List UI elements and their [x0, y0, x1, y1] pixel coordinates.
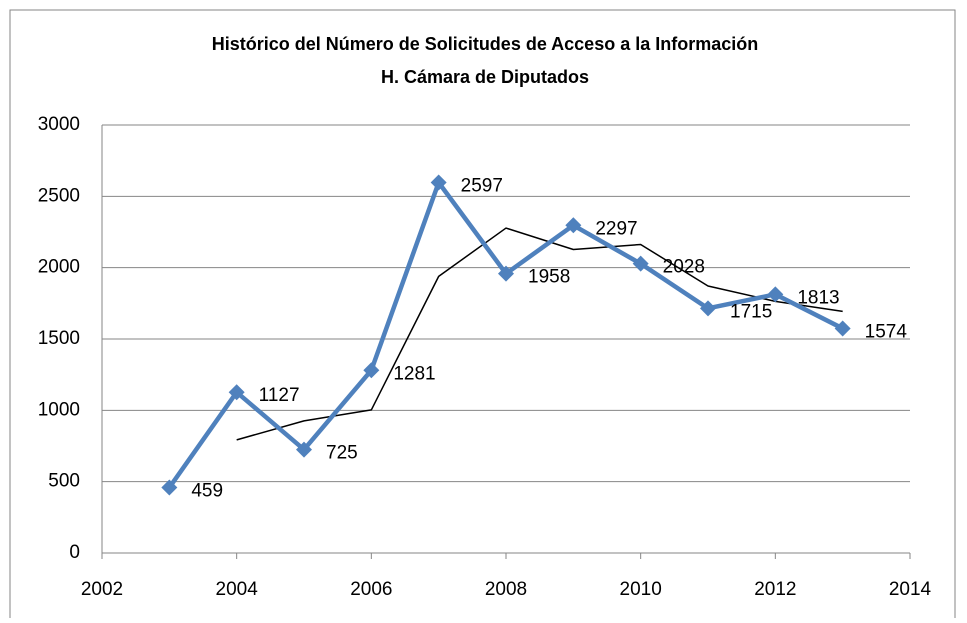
y-tick-label: 2500 — [38, 185, 80, 206]
data-label: 2597 — [461, 176, 503, 197]
data-label: 459 — [191, 481, 223, 502]
marker — [228, 384, 245, 401]
chart-title: Histórico del Número de Solicitudes de A… — [212, 34, 758, 54]
x-tick-label: 2006 — [350, 579, 392, 600]
marker — [498, 265, 514, 282]
marker — [363, 362, 380, 379]
chart-frame — [9, 9, 956, 623]
marker — [767, 286, 784, 303]
y-tick-label: 3000 — [38, 114, 80, 135]
y-tick-label: 2000 — [38, 257, 80, 278]
series-line — [236, 227, 843, 441]
x-tick-label: 2010 — [620, 579, 662, 600]
data-label: 1574 — [865, 321, 908, 342]
chart-subtitle: H. Cámara de Diputados — [381, 67, 589, 87]
data-label: 1127 — [259, 385, 300, 406]
y-tick-label: 500 — [48, 471, 80, 492]
marker — [834, 320, 851, 337]
data-label: 1958 — [528, 267, 570, 288]
marker — [565, 217, 582, 234]
y-tick-label: 0 — [69, 542, 80, 563]
data-label: 2028 — [663, 257, 705, 278]
x-tick-label: 2004 — [216, 579, 259, 600]
marker — [296, 441, 312, 458]
y-tick-label: 1500 — [38, 328, 80, 349]
data-label: 1715 — [730, 301, 772, 322]
x-tick-label: 2012 — [754, 579, 796, 600]
marker — [430, 174, 447, 191]
data-label: 725 — [326, 443, 358, 464]
data-label: 2297 — [595, 218, 637, 239]
data-label: 1813 — [797, 287, 839, 308]
marker — [161, 479, 178, 496]
x-tick-label: 2008 — [485, 579, 527, 600]
data-label: 1281 — [393, 363, 435, 384]
x-tick-label: 2014 — [889, 579, 932, 600]
marker — [632, 255, 649, 272]
x-tick-label: 2002 — [81, 579, 123, 600]
marker — [700, 300, 716, 317]
y-tick-label: 1000 — [38, 399, 80, 420]
